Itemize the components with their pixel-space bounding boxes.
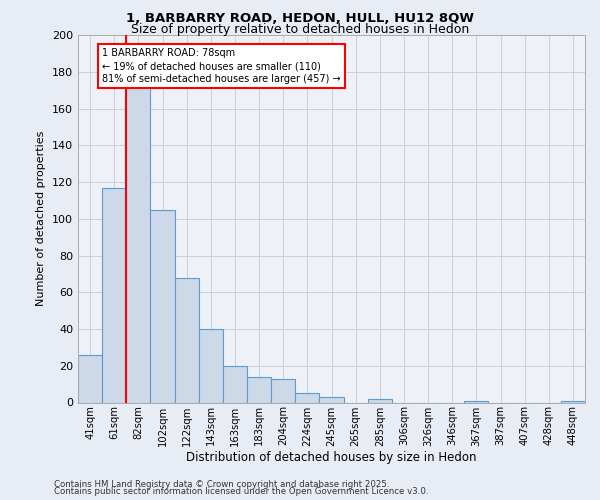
Text: Size of property relative to detached houses in Hedon: Size of property relative to detached ho… (131, 22, 469, 36)
Bar (295, 394, 319, 402)
X-axis label: Distribution of detached houses by size in Hedon: Distribution of detached houses by size … (186, 451, 477, 464)
Bar (175, 278, 199, 402)
Bar (368, 399, 392, 402)
Y-axis label: Number of detached properties: Number of detached properties (37, 131, 46, 306)
Bar (464, 400, 488, 402)
Text: 1 BARBARRY ROAD: 78sqm
← 19% of detached houses are smaller (110)
81% of semi-de: 1 BARBARRY ROAD: 78sqm ← 19% of detached… (102, 48, 341, 84)
Bar (151, 210, 175, 402)
Text: Contains HM Land Registry data © Crown copyright and database right 2025.: Contains HM Land Registry data © Crown c… (54, 480, 389, 489)
Bar (126, 66, 151, 402)
Bar (223, 366, 247, 403)
Bar (102, 188, 126, 402)
Bar (561, 400, 585, 402)
Bar (319, 397, 344, 402)
Bar (271, 378, 295, 402)
Text: 1, BARBARRY ROAD, HEDON, HULL, HU12 8QW: 1, BARBARRY ROAD, HEDON, HULL, HU12 8QW (126, 12, 474, 24)
Bar (247, 377, 271, 402)
Bar (199, 329, 223, 402)
Text: Contains public sector information licensed under the Open Government Licence v3: Contains public sector information licen… (54, 488, 428, 496)
Bar (78, 354, 102, 403)
